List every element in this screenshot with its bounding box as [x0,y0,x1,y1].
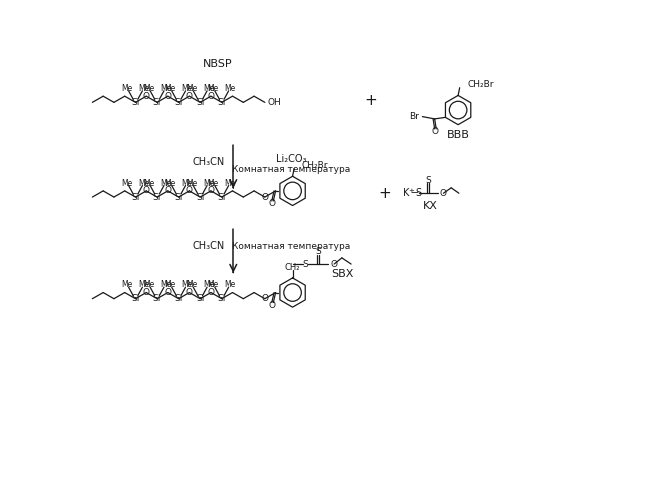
Text: Si: Si [153,192,161,202]
Text: Si: Si [175,98,183,107]
Text: Me: Me [186,280,198,289]
Text: Si: Si [153,294,161,303]
Text: Me: Me [186,84,198,93]
Text: CH₂Br: CH₂Br [302,161,329,170]
Text: O: O [207,92,215,100]
Text: Me: Me [138,178,149,188]
Text: Комнатная температура: Комнатная температура [232,165,350,174]
Text: O: O [143,186,150,196]
Text: Me: Me [207,178,219,188]
Text: O: O [207,186,215,196]
Text: Me: Me [181,280,193,289]
Text: +: + [364,94,377,108]
Text: O: O [143,288,150,297]
Text: Si: Si [131,98,140,107]
Text: Si: Si [196,192,204,202]
Text: KX: KX [423,200,438,210]
Text: Me: Me [224,280,236,289]
Text: O: O [268,200,275,208]
Text: Si: Si [196,98,204,107]
Text: Me: Me [143,280,155,289]
Text: Me: Me [121,178,132,188]
Text: O: O [186,186,193,196]
Text: CH₂: CH₂ [285,262,301,272]
Text: Si: Si [218,294,226,303]
Text: S: S [415,188,421,198]
Text: O: O [331,260,337,268]
Text: O: O [143,92,150,100]
Text: O: O [261,192,269,202]
Text: O: O [431,128,438,136]
Text: Me: Me [143,84,155,93]
Text: Me: Me [160,178,171,188]
Text: Me: Me [203,84,215,93]
Text: Me: Me [143,178,155,188]
Text: S: S [425,176,431,184]
Text: Me: Me [203,178,215,188]
Text: Me: Me [203,280,215,289]
Text: Si: Si [218,192,226,202]
Text: CH₃CN: CH₃CN [192,156,225,166]
Text: Br: Br [409,112,419,121]
Text: O: O [261,294,269,303]
Text: Si: Si [218,98,226,107]
Text: S: S [315,247,321,256]
Text: Me: Me [181,178,193,188]
Text: Me: Me [207,280,219,289]
Text: O: O [186,288,193,297]
Text: Me: Me [138,84,149,93]
Text: CH₂Br: CH₂Br [467,80,494,89]
Text: Si: Si [196,294,204,303]
Text: Me: Me [164,280,176,289]
Text: NBSP: NBSP [203,59,233,69]
Text: +: + [408,188,414,194]
Text: Me: Me [181,84,193,93]
Text: OH: OH [267,98,281,107]
Text: Me: Me [186,178,198,188]
Text: Me: Me [207,84,219,93]
Text: Me: Me [164,84,176,93]
Text: O: O [186,92,193,100]
Text: Si: Si [131,294,140,303]
Text: Me: Me [138,280,149,289]
Text: SBX: SBX [331,269,354,279]
Text: S: S [302,260,308,268]
Text: O: O [268,301,275,310]
Text: Li₂CO₃: Li₂CO₃ [276,154,306,164]
Text: Комнатная температура: Комнатная температура [232,242,350,251]
Text: O: O [207,288,215,297]
Text: CH₃CN: CH₃CN [192,242,225,252]
Text: −: − [411,188,419,198]
Text: Me: Me [121,280,132,289]
Text: O: O [164,92,171,100]
Text: O: O [439,188,447,198]
Text: Me: Me [164,178,176,188]
Text: BBB: BBB [447,130,469,140]
Text: Me: Me [160,84,171,93]
Text: Me: Me [160,280,171,289]
Text: Me: Me [224,178,236,188]
Text: Si: Si [153,98,161,107]
Text: Si: Si [131,192,140,202]
Text: +: + [379,186,391,200]
Text: Si: Si [175,192,183,202]
Text: Me: Me [224,84,236,93]
Text: Si: Si [175,294,183,303]
Text: O: O [164,288,171,297]
Text: K: K [403,188,409,198]
Text: Me: Me [121,84,132,93]
Text: O: O [164,186,171,196]
